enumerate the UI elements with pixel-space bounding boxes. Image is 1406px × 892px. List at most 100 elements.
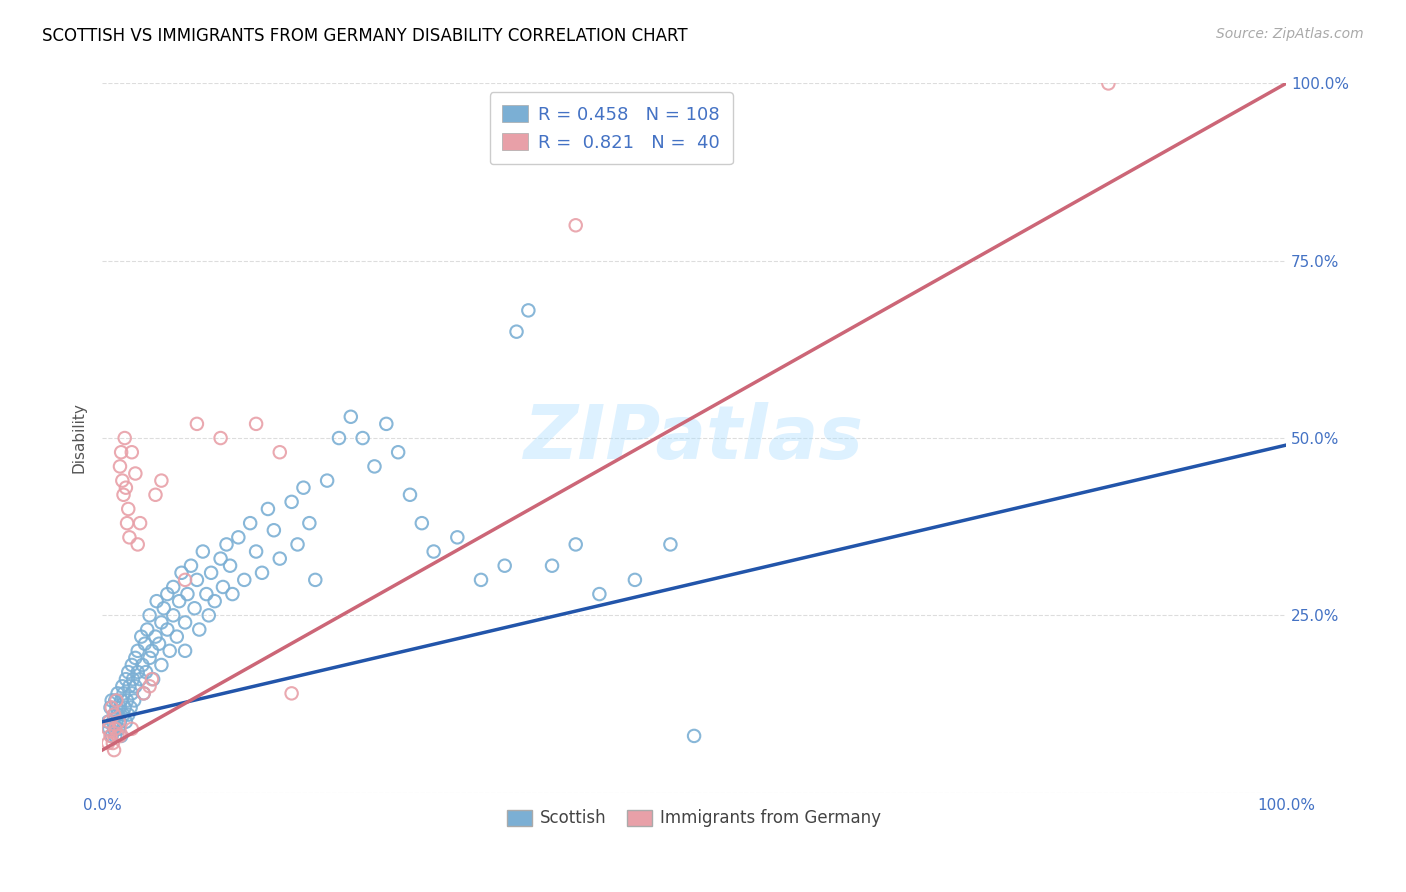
Point	[141, 644, 163, 658]
Point	[101, 736, 124, 750]
Point	[517, 303, 540, 318]
Point	[115, 693, 138, 707]
Point	[134, 637, 156, 651]
Point	[145, 594, 167, 608]
Point	[107, 722, 129, 736]
Point	[197, 608, 219, 623]
Point	[124, 467, 146, 481]
Point	[304, 573, 326, 587]
Point	[219, 558, 242, 573]
Point	[470, 573, 492, 587]
Point	[103, 707, 125, 722]
Point	[122, 672, 145, 686]
Point	[100, 729, 122, 743]
Point	[446, 530, 468, 544]
Point	[212, 580, 235, 594]
Point	[186, 573, 208, 587]
Text: ZIPatlas: ZIPatlas	[524, 401, 865, 475]
Point	[105, 714, 128, 729]
Point	[101, 714, 124, 729]
Point	[174, 573, 197, 587]
Point	[624, 573, 647, 587]
Point	[121, 445, 143, 459]
Point	[117, 707, 139, 722]
Point	[104, 693, 127, 707]
Point	[148, 637, 170, 651]
Point	[110, 445, 132, 459]
Point	[103, 722, 125, 736]
Point	[97, 714, 120, 729]
Point	[129, 516, 152, 530]
Point	[280, 495, 302, 509]
Point	[100, 700, 122, 714]
Point	[110, 729, 132, 743]
Point	[124, 651, 146, 665]
Point	[150, 658, 173, 673]
Point	[127, 537, 149, 551]
Point	[107, 714, 129, 729]
Point	[115, 672, 138, 686]
Point	[494, 558, 516, 573]
Point	[100, 729, 122, 743]
Point	[411, 516, 433, 530]
Point	[176, 587, 198, 601]
Point	[105, 700, 128, 714]
Point	[98, 714, 121, 729]
Point	[1097, 77, 1119, 91]
Point	[186, 417, 208, 431]
Point	[121, 686, 143, 700]
Point	[115, 481, 138, 495]
Point	[132, 686, 155, 700]
Point	[683, 729, 706, 743]
Point	[104, 722, 127, 736]
Point	[399, 488, 422, 502]
Point	[228, 530, 250, 544]
Point	[150, 615, 173, 630]
Text: Source: ZipAtlas.com: Source: ZipAtlas.com	[1216, 27, 1364, 41]
Point	[107, 729, 129, 743]
Point	[239, 516, 262, 530]
Point	[180, 558, 202, 573]
Point	[280, 686, 302, 700]
Point	[122, 693, 145, 707]
Point	[104, 729, 127, 743]
Point	[150, 474, 173, 488]
Point	[100, 693, 122, 707]
Point	[152, 601, 174, 615]
Point	[124, 679, 146, 693]
Point	[257, 502, 280, 516]
Point	[115, 516, 138, 530]
Point	[145, 630, 167, 644]
Point	[136, 623, 159, 637]
Point	[162, 580, 184, 594]
Point	[204, 594, 226, 608]
Point	[118, 530, 141, 544]
Point	[505, 325, 527, 339]
Point	[363, 459, 385, 474]
Point	[209, 551, 232, 566]
Point	[110, 693, 132, 707]
Point	[112, 686, 135, 700]
Point	[103, 743, 125, 757]
Point	[103, 707, 125, 722]
Point	[145, 488, 167, 502]
Point	[127, 665, 149, 679]
Point	[156, 587, 179, 601]
Point	[100, 700, 122, 714]
Point	[121, 722, 143, 736]
Point	[174, 644, 197, 658]
Point	[162, 608, 184, 623]
Point	[111, 474, 134, 488]
Point	[188, 623, 211, 637]
Point	[138, 608, 160, 623]
Point	[105, 693, 128, 707]
Point	[292, 481, 315, 495]
Point	[340, 409, 363, 424]
Point	[107, 686, 129, 700]
Point	[135, 665, 157, 679]
Point	[250, 566, 273, 580]
Point	[120, 700, 142, 714]
Point	[141, 672, 163, 686]
Point	[269, 551, 291, 566]
Point	[659, 537, 682, 551]
